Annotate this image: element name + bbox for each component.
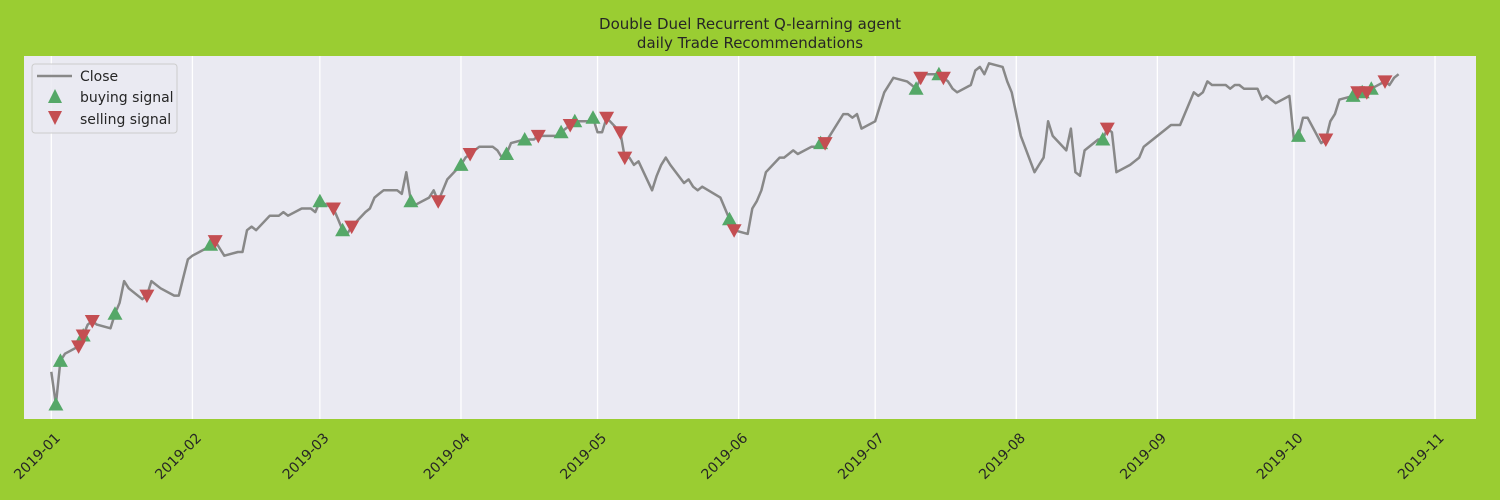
buy-signal-marker <box>1095 132 1111 146</box>
sell-signal-marker <box>430 195 446 209</box>
x-tick-label: 2019-08 <box>976 430 1029 483</box>
x-tick-labels: 2019-01 2019-02 2019-03 2019-04 2019-05 2019-… <box>11 430 1447 483</box>
x-tick-label: 2019-11 <box>1395 430 1448 483</box>
x-tick-label: 2019-05 <box>557 430 610 483</box>
sell-signal-marker <box>139 289 155 304</box>
sell-signal-marker <box>1318 133 1334 147</box>
sell-signal-marker <box>207 235 223 249</box>
legend-sell-swatch <box>48 111 62 125</box>
x-tick-label: 2019-03 <box>280 430 333 483</box>
x-tick-label: 2019-10 <box>1254 430 1307 483</box>
legend-close-label: Close <box>80 69 118 85</box>
legend-buy-label: buying signal <box>80 90 174 106</box>
sell-signal-marker <box>530 129 546 144</box>
buy-signal-marker <box>499 146 514 160</box>
buy-signal-marker <box>107 306 123 320</box>
chart-subtitle: daily Trade Recommendations <box>637 34 863 52</box>
legend-buy-swatch <box>48 89 62 103</box>
close-series-line <box>50 62 1400 406</box>
legend: Close buying signal selling signal <box>31 63 178 134</box>
sell-signal-marker <box>599 111 615 126</box>
sell-signal-marker <box>84 315 100 329</box>
buy-signal-marker <box>517 132 533 146</box>
legend-box <box>31 63 178 134</box>
sell-signal-marker <box>75 329 91 343</box>
buy-signal-marker <box>585 110 601 124</box>
buy-signal-marker <box>553 124 569 139</box>
sell-signal-marker <box>462 148 478 162</box>
signal-markers <box>48 66 1393 411</box>
buy-signal-marker <box>203 237 219 251</box>
x-tick-label: 2019-02 <box>152 430 205 483</box>
buy-signal-marker <box>453 157 469 171</box>
sell-signal-marker <box>726 224 742 238</box>
sell-signal-marker <box>1377 75 1393 89</box>
buy-signal-marker <box>403 193 419 208</box>
sell-signal-marker <box>562 119 578 133</box>
buy-signal-marker <box>335 222 351 237</box>
x-tick-label: 2019-09 <box>1117 430 1170 483</box>
buy-signal-marker <box>312 193 328 208</box>
sell-signal-marker <box>913 71 929 86</box>
x-tick-label: 2019-07 <box>835 430 888 483</box>
sell-signal-marker <box>617 151 633 166</box>
sell-signal-marker <box>71 340 87 354</box>
buy-signal-marker <box>52 353 68 367</box>
x-tick-label: 2019-06 <box>699 430 752 483</box>
legend-sell-label: selling signal <box>80 112 171 128</box>
buy-signal-marker <box>908 81 924 95</box>
sell-signal-marker <box>935 71 951 86</box>
sell-signal-marker <box>817 137 833 151</box>
sell-signal-marker <box>1099 122 1115 137</box>
buy-signal-marker <box>722 211 737 226</box>
x-tick-label: 2019-04 <box>421 430 474 483</box>
plot-area <box>24 56 1476 419</box>
chart-title: Double Duel Recurrent Q-learning agent <box>599 15 901 33</box>
sell-signal-marker <box>326 202 341 216</box>
buy-signal-marker <box>48 397 64 411</box>
grid-lines <box>50 56 1436 419</box>
buy-signal-marker <box>1291 128 1306 142</box>
sell-signal-marker <box>344 220 360 235</box>
sell-signal-marker <box>612 126 628 140</box>
buy-signal-marker <box>1345 88 1361 102</box>
close-line-layer <box>50 62 1400 406</box>
sell-signal-marker <box>1359 86 1375 100</box>
x-tick-label: 2019-01 <box>11 430 64 483</box>
